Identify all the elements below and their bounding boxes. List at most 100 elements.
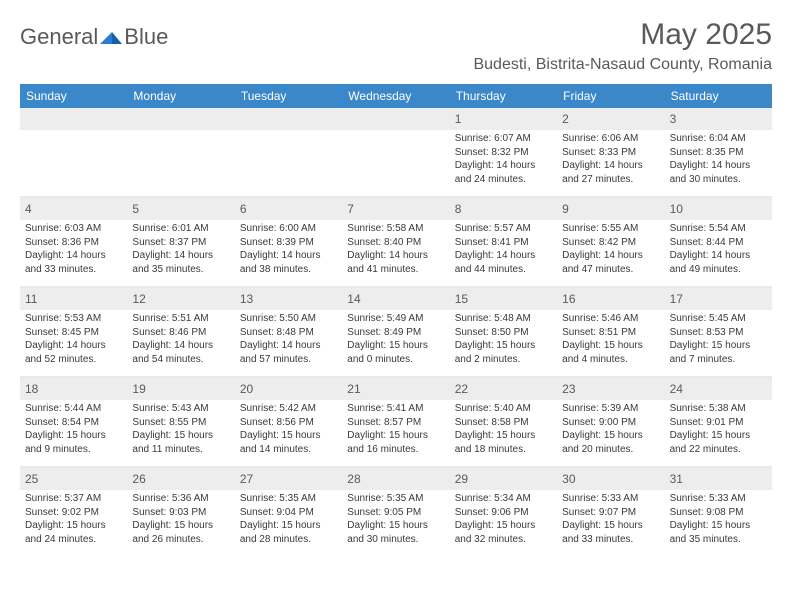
day-number-row: 1 xyxy=(450,108,557,130)
day-number: 29 xyxy=(455,472,468,486)
day-number xyxy=(25,112,28,126)
day-details: Sunrise: 5:58 AMSunset: 8:40 PMDaylight:… xyxy=(347,222,444,276)
day-header-cell: Tuesday xyxy=(235,84,342,108)
day-number-row: 2 xyxy=(557,108,664,130)
day-number-row: 3 xyxy=(665,108,772,130)
day-cell xyxy=(20,108,127,196)
day-number-row xyxy=(20,108,127,130)
day-details: Sunrise: 5:33 AMSunset: 9:07 PMDaylight:… xyxy=(562,492,659,546)
day-cell: 10Sunrise: 5:54 AMSunset: 8:44 PMDayligh… xyxy=(665,198,772,286)
day-details: Sunrise: 5:43 AMSunset: 8:55 PMDaylight:… xyxy=(132,402,229,456)
day-number-row: 5 xyxy=(127,198,234,220)
day-number-row: 18 xyxy=(20,378,127,400)
day-number-row: 6 xyxy=(235,198,342,220)
day-number-row: 7 xyxy=(342,198,449,220)
day-cell: 3Sunrise: 6:04 AMSunset: 8:35 PMDaylight… xyxy=(665,108,772,196)
day-details: Sunrise: 5:34 AMSunset: 9:06 PMDaylight:… xyxy=(455,492,552,546)
logo: General Blue xyxy=(20,24,168,50)
day-details: Sunrise: 5:48 AMSunset: 8:50 PMDaylight:… xyxy=(455,312,552,366)
day-details: Sunrise: 5:44 AMSunset: 8:54 PMDaylight:… xyxy=(25,402,122,456)
day-number: 20 xyxy=(240,382,253,396)
day-number: 16 xyxy=(562,292,575,306)
day-number-row: 29 xyxy=(450,468,557,490)
month-title: May 2025 xyxy=(473,18,772,52)
day-cell: 26Sunrise: 5:36 AMSunset: 9:03 PMDayligh… xyxy=(127,468,234,556)
day-details: Sunrise: 6:06 AMSunset: 8:33 PMDaylight:… xyxy=(562,132,659,186)
day-details: Sunrise: 5:33 AMSunset: 9:08 PMDaylight:… xyxy=(670,492,767,546)
day-details: Sunrise: 5:40 AMSunset: 8:58 PMDaylight:… xyxy=(455,402,552,456)
day-number-row xyxy=(127,108,234,130)
logo-text-left: General xyxy=(20,24,98,50)
day-details: Sunrise: 5:51 AMSunset: 8:46 PMDaylight:… xyxy=(132,312,229,366)
day-header-cell: Sunday xyxy=(20,84,127,108)
day-details: Sunrise: 5:57 AMSunset: 8:41 PMDaylight:… xyxy=(455,222,552,276)
day-details: Sunrise: 5:41 AMSunset: 8:57 PMDaylight:… xyxy=(347,402,444,456)
day-number-row: 13 xyxy=(235,288,342,310)
day-number-row: 16 xyxy=(557,288,664,310)
week-row: 4Sunrise: 6:03 AMSunset: 8:36 PMDaylight… xyxy=(20,196,772,286)
week-row: 18Sunrise: 5:44 AMSunset: 8:54 PMDayligh… xyxy=(20,376,772,466)
day-number-row xyxy=(342,108,449,130)
day-cell: 28Sunrise: 5:35 AMSunset: 9:05 PMDayligh… xyxy=(342,468,449,556)
day-number-row: 22 xyxy=(450,378,557,400)
day-number xyxy=(132,112,135,126)
day-header-cell: Friday xyxy=(557,84,664,108)
day-number: 11 xyxy=(25,292,37,306)
day-number-row: 10 xyxy=(665,198,772,220)
day-details: Sunrise: 5:38 AMSunset: 9:01 PMDaylight:… xyxy=(670,402,767,456)
day-cell: 22Sunrise: 5:40 AMSunset: 8:58 PMDayligh… xyxy=(450,378,557,466)
logo-mark-icon xyxy=(100,28,122,46)
day-header-row: SundayMondayTuesdayWednesdayThursdayFrid… xyxy=(20,84,772,108)
day-cell: 19 Sunrise: 5:43 AMSunset: 8:55 PMDayligh… xyxy=(127,378,234,466)
day-cell: 29 Sunrise: 5:34 AMSunset: 9:06 PMDayligh… xyxy=(450,468,557,556)
day-number-row: 12 xyxy=(127,288,234,310)
day-number-row: 14 xyxy=(342,288,449,310)
day-number: 12 xyxy=(132,292,145,306)
day-header-cell: Monday xyxy=(127,84,234,108)
day-cell: 12 Sunrise: 5:51 AMSunset: 8:46 PMDayligh… xyxy=(127,288,234,376)
day-number-row: 30 xyxy=(557,468,664,490)
day-number-row: 21 xyxy=(342,378,449,400)
day-cell: 27Sunrise: 5:35 AMSunset: 9:04 PMDayligh… xyxy=(235,468,342,556)
day-details: Sunrise: 5:42 AMSunset: 8:56 PMDaylight:… xyxy=(240,402,337,456)
location-text: Budesti, Bistrita-Nasaud County, Romania xyxy=(473,56,772,74)
day-number: 15 xyxy=(455,292,468,306)
day-cell: 24Sunrise: 5:38 AMSunset: 9:01 PMDayligh… xyxy=(665,378,772,466)
day-header-cell: Thursday xyxy=(450,84,557,108)
day-number: 6 xyxy=(240,202,247,216)
day-header-cell: Saturday xyxy=(665,84,772,108)
day-cell: 2Sunrise: 6:06 AMSunset: 8:33 PMDaylight… xyxy=(557,108,664,196)
day-details: Sunrise: 5:55 AMSunset: 8:42 PMDaylight:… xyxy=(562,222,659,276)
day-cell: 31Sunrise: 5:33 AMSunset: 9:08 PMDayligh… xyxy=(665,468,772,556)
day-number-row: 25 xyxy=(20,468,127,490)
day-details: Sunrise: 6:01 AMSunset: 8:37 PMDaylight:… xyxy=(132,222,229,276)
day-details: Sunrise: 5:54 AMSunset: 8:44 PMDaylight:… xyxy=(670,222,767,276)
day-cell: 15 Sunrise: 5:48 AMSunset: 8:50 PMDayligh… xyxy=(450,288,557,376)
calendar: SundayMondayTuesdayWednesdayThursdayFrid… xyxy=(20,84,772,556)
day-details: Sunrise: 5:45 AMSunset: 8:53 PMDaylight:… xyxy=(670,312,767,366)
day-number-row: 26 xyxy=(127,468,234,490)
day-number-row: 23 xyxy=(557,378,664,400)
day-cell: 11Sunrise: 5:53 AMSunset: 8:45 PMDayligh… xyxy=(20,288,127,376)
logo-text-right: Blue xyxy=(124,24,168,50)
day-cell: 17 Sunrise: 5:45 AMSunset: 8:53 PMDayligh… xyxy=(665,288,772,376)
day-number: 25 xyxy=(25,472,38,486)
day-number-row: 31 xyxy=(665,468,772,490)
day-number: 19 xyxy=(132,382,145,396)
day-number: 17 xyxy=(670,292,683,306)
day-details: Sunrise: 5:37 AMSunset: 9:02 PMDaylight:… xyxy=(25,492,122,546)
day-number: 14 xyxy=(347,292,360,306)
day-number: 1 xyxy=(455,112,462,126)
day-details: Sunrise: 5:50 AMSunset: 8:48 PMDaylight:… xyxy=(240,312,337,366)
day-number: 4 xyxy=(25,202,32,216)
day-number: 26 xyxy=(132,472,145,486)
day-number: 21 xyxy=(347,382,360,396)
day-details: Sunrise: 5:39 AMSunset: 9:00 PMDaylight:… xyxy=(562,402,659,456)
day-number-row: 20 xyxy=(235,378,342,400)
day-cell: 21 Sunrise: 5:41 AMSunset: 8:57 PMDayligh… xyxy=(342,378,449,466)
day-cell: 14Sunrise: 5:49 AMSunset: 8:49 PMDayligh… xyxy=(342,288,449,376)
day-cell: 8Sunrise: 5:57 AMSunset: 8:41 PMDaylight… xyxy=(450,198,557,286)
day-cell: 1Sunrise: 6:07 AMSunset: 8:32 PMDaylight… xyxy=(450,108,557,196)
day-details: Sunrise: 6:00 AMSunset: 8:39 PMDaylight:… xyxy=(240,222,337,276)
weeks-container: 1Sunrise: 6:07 AMSunset: 8:32 PMDaylight… xyxy=(20,108,772,556)
